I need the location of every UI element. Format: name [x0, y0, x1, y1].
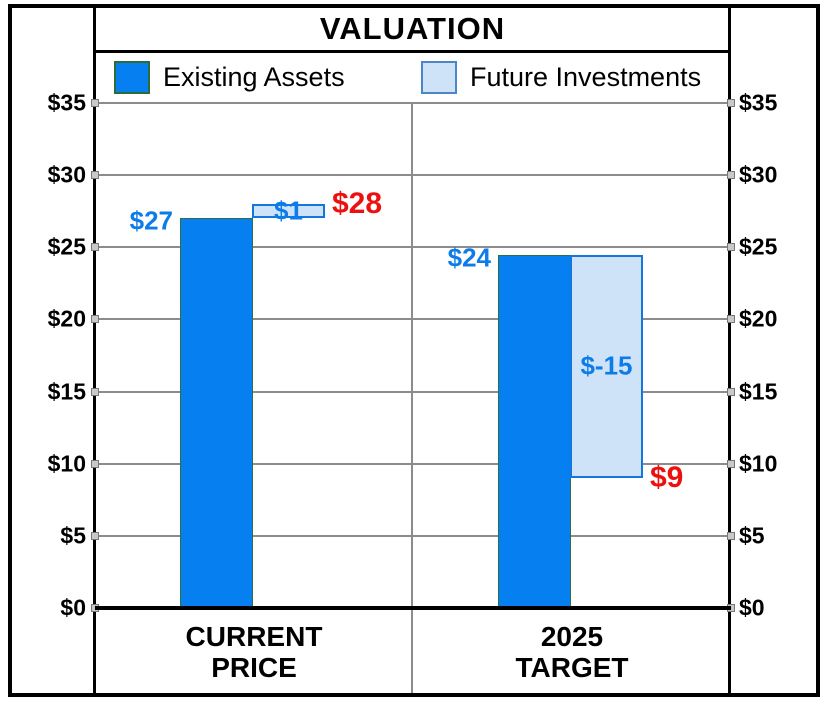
gridline: [97, 534, 729, 537]
category-label-line: 2025: [540, 621, 604, 652]
y-axis-label-right: $5: [739, 522, 765, 549]
y-axis-tick-mark-left: [91, 459, 99, 468]
y-axis-tick-mark-right: [727, 315, 735, 324]
legend-entry-existing-assets: Existing Assets: [114, 60, 345, 94]
bar-existing-assets: [180, 218, 253, 610]
y-axis-tick-mark-right: [727, 171, 735, 180]
value-label-future: $1: [274, 195, 303, 226]
category-divider-line: [411, 104, 413, 693]
y-axis-label-left: $15: [47, 378, 86, 405]
gridline: [97, 390, 729, 393]
legend-entry-future-investments: Future Investments: [421, 60, 701, 94]
bar-existing-assets: [498, 254, 571, 610]
y-axis-tick-mark-right: [727, 387, 735, 396]
y-axis-tick-mark-right: [727, 243, 735, 252]
chart-outer-border: [8, 4, 820, 697]
category-label-line: CURRENT: [185, 621, 323, 652]
y-axis-tick-mark-left: [91, 387, 99, 396]
x-axis-category-label: 2025 TARGET: [422, 621, 722, 683]
y-axis-tick-mark-right: [727, 531, 735, 540]
total-label: $28: [332, 187, 383, 220]
legend-label-existing-assets: Existing Assets: [163, 61, 345, 92]
total-label: $9: [650, 461, 684, 495]
left-axis-line: [93, 8, 96, 693]
y-axis-label-left: $0: [60, 594, 86, 621]
gridline: [97, 102, 729, 104]
y-axis-tick-mark-left: [91, 243, 99, 252]
y-axis-label-right: $20: [739, 305, 778, 332]
value-label-existing: $24: [447, 242, 491, 272]
gridline: [97, 318, 729, 321]
bar-future-investments: [570, 254, 643, 479]
category-label-line: PRICE: [211, 652, 297, 683]
legend-swatch-existing-assets: [114, 60, 150, 94]
y-axis-label-right: $15: [739, 378, 778, 405]
y-axis-tick-mark-left: [91, 171, 99, 180]
y-axis-label-right: $10: [739, 450, 778, 477]
legend-label-future-investments: Future Investments: [470, 61, 702, 92]
y-axis-label-left: $10: [47, 450, 86, 477]
gridline: [97, 174, 729, 177]
gridline: [97, 246, 729, 249]
y-axis-tick-mark-right: [727, 459, 735, 468]
x-axis-category-label: CURRENT PRICE: [104, 621, 404, 683]
y-axis-label-left: $35: [47, 89, 86, 116]
y-axis-label-left: $30: [47, 161, 86, 188]
y-axis-label-right: $35: [739, 89, 778, 116]
chart-title-box: VALUATION: [97, 8, 728, 50]
y-axis-label-right: $25: [739, 233, 778, 260]
legend-swatch-future-investments: [421, 60, 457, 94]
category-label-line: TARGET: [515, 652, 629, 683]
y-axis-tick-mark-right: [727, 99, 735, 107]
y-axis-tick-mark-left: [91, 315, 99, 324]
x-axis-zero-line: [95, 606, 731, 610]
y-axis-label-left: $25: [47, 233, 86, 260]
gridline: [97, 462, 729, 465]
chart-title: VALUATION: [319, 11, 506, 46]
value-label-existing: $27: [129, 205, 173, 236]
y-axis-label-left: $20: [47, 305, 86, 332]
value-label-future: $-15: [580, 350, 633, 381]
y-axis-tick-mark-left: [91, 99, 99, 107]
y-axis-label-left: $5: [60, 522, 86, 549]
title-separator-line: [96, 50, 728, 53]
right-axis-line: [728, 8, 731, 693]
y-axis-label-right: $0: [739, 594, 765, 621]
y-axis-tick-mark-left: [91, 531, 99, 540]
y-axis-label-right: $30: [739, 161, 778, 188]
bar-future-investments: [252, 204, 325, 219]
